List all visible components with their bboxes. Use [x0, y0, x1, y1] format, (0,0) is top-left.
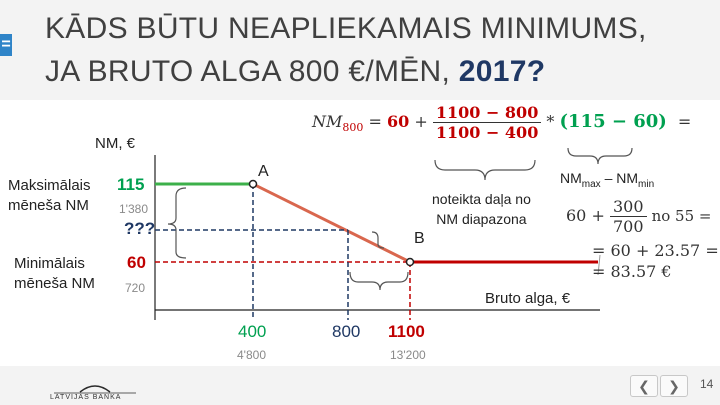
next-slide-button[interactable]: ❯	[660, 375, 688, 397]
calc-denominator: 700	[612, 217, 644, 236]
header-band	[0, 0, 720, 100]
point-a-marker	[248, 179, 258, 189]
bank-logo-mark	[54, 385, 136, 394]
y-tick-60: 60	[127, 253, 146, 272]
max-nm-label-line2: mēneša NM	[8, 197, 89, 214]
formula-denominator: 1100 − 400	[435, 123, 539, 142]
formula-numerator: 1100 − 800	[432, 103, 542, 123]
y-tick-unknown: ???	[124, 219, 156, 238]
page-number: 14	[700, 377, 714, 391]
max-nm-label-line1: Maksimālais	[8, 177, 91, 194]
bank-logo: LATVIJAS BANKA	[50, 378, 140, 405]
formula-eq: =	[368, 112, 382, 131]
calc-suffix: no 55 =	[651, 207, 712, 225]
formula-times: *	[546, 112, 555, 131]
bank-logo-text: LATVIJAS BANKA	[50, 394, 122, 401]
formula-subscript: 800	[342, 121, 364, 135]
min-nm-label-line2: mēneša NM	[14, 275, 95, 292]
y-range-brace	[167, 187, 187, 259]
x-tick-1100-annual: 13'200	[390, 348, 426, 362]
x-tick-400-annual: 4'800	[237, 348, 266, 362]
y-axis-label: NM, €	[95, 135, 136, 152]
fraction-brace	[434, 159, 536, 181]
slide-title-line2: JA BRUTO ALGA 800 €/MĒN, 2017?	[45, 55, 545, 89]
x-tick-400: 400	[238, 322, 267, 341]
title-year: 2017?	[458, 55, 546, 88]
calc-60: 60	[566, 206, 587, 225]
slide-accent-marker: =	[0, 34, 12, 56]
formula-fraction: 1100 − 800 1100 − 400	[432, 103, 542, 142]
nm-range-min: min	[638, 178, 655, 190]
fraction-note: noteikta daļa no NM diapazona	[432, 189, 531, 229]
formula-paren: (115 − 60)	[559, 111, 667, 132]
y-tick-115-annual: 1'380	[119, 202, 148, 216]
fraction-note-line1: noteikta daļa no	[432, 191, 531, 207]
calc-plus: +	[591, 206, 605, 225]
x-tick-800: 800	[332, 322, 361, 341]
calc-step1: 60 + 300 700 no 55 =	[566, 197, 711, 236]
footer-band	[0, 366, 720, 405]
x-part-brace	[349, 271, 409, 291]
y-tick-115: 115	[117, 175, 145, 194]
nm-range-max: max	[581, 178, 601, 190]
point-b-marker	[405, 257, 415, 267]
nm-range-nm: NM	[560, 170, 582, 186]
y-tick-60-annual: 720	[125, 281, 146, 295]
formula-nm: NM	[312, 112, 343, 131]
prev-slide-button[interactable]: ❮	[630, 375, 658, 397]
calc-arrow	[597, 254, 601, 276]
max-nm-label: Maksimālais mēneša NM	[8, 176, 91, 216]
decline-line	[252, 182, 411, 264]
nm-range-label: NMmax – NMmin	[560, 170, 654, 190]
x-tick-1100: 1100	[388, 322, 425, 341]
min-nm-label-line1: Minimālais	[14, 255, 85, 272]
x-axis-label: Bruto alga, €	[485, 290, 571, 307]
slide-title-line1: KĀDS BŪTU NEAPLIEKAMAIS MINIMUMS,	[45, 12, 647, 45]
calc-fraction: 300 700	[609, 197, 647, 236]
point-a-label: A	[258, 163, 269, 180]
nm-formula: NM800 = 60 + 1100 − 800 1100 − 400 * (11…	[312, 103, 691, 142]
point-b-label: B	[414, 230, 425, 247]
calc-step3: = 83.57 €	[592, 262, 672, 281]
formula-60: 60	[386, 112, 410, 131]
title-prefix: JA BRUTO ALGA 800 €/MĒN,	[45, 55, 459, 88]
min-nm-label: Minimālais mēneša NM	[14, 254, 95, 294]
calc-step2: = 60 + 23.57 =	[592, 241, 719, 260]
nm-range-mid: – NM	[600, 170, 639, 186]
formula-plus: +	[414, 112, 428, 131]
formula-trailing-eq: =	[677, 112, 692, 131]
calc-numerator: 300	[609, 197, 647, 217]
fraction-note-line2: NM diapazona	[436, 211, 527, 227]
b-brace	[371, 231, 385, 249]
range-brace	[567, 147, 633, 165]
